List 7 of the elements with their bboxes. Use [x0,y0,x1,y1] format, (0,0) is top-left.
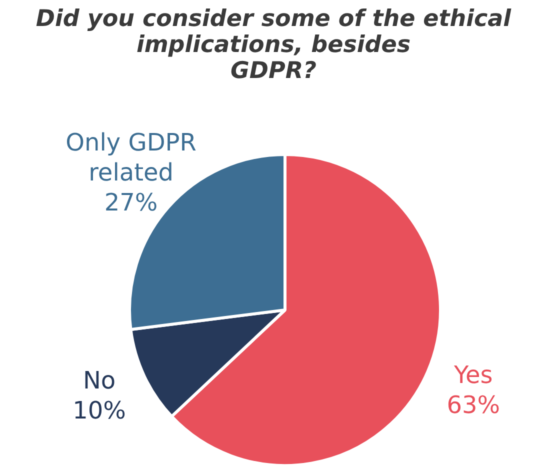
slice-label: Only GDPR related [66,128,196,186]
data-label: 63% [446,390,500,419]
data-label: 27% [104,188,158,216]
slice-label: No [82,366,116,395]
data-label: 10% [72,396,126,425]
slice-label: Yes [453,360,493,389]
chart-title: Did you consider some of the ethical implications, besides GDPR? [34,6,512,84]
